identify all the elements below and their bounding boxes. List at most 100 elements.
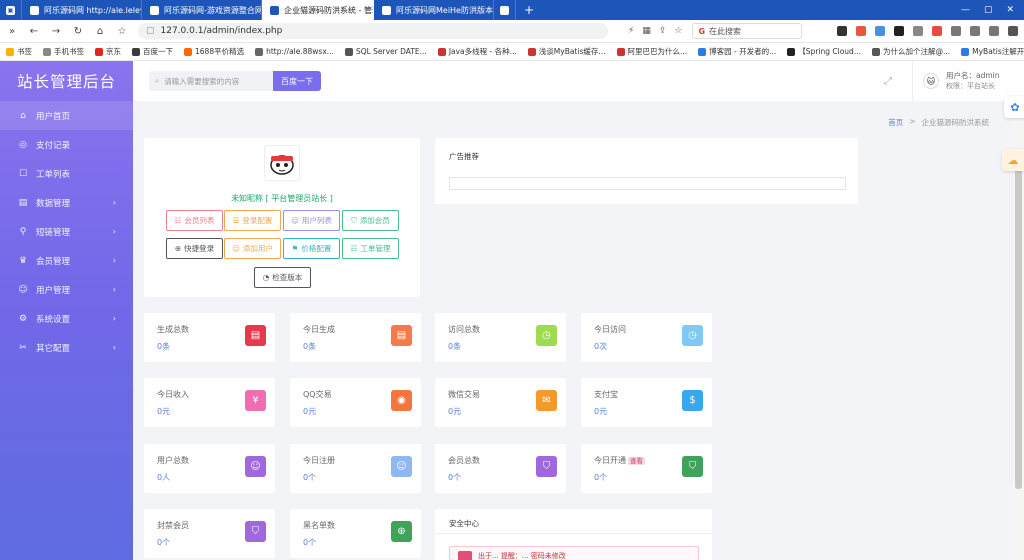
bookmark-item[interactable]: MyBatis注解开发...: [961, 46, 1024, 57]
bookmark-item[interactable]: 阿里巴巴为什么...: [616, 46, 687, 57]
bookmark-icon: [871, 47, 880, 56]
quick-button-6[interactable]: ⚑ 价格配置: [283, 238, 340, 259]
bookmark-item[interactable]: 为什么加个注解@...: [871, 46, 951, 57]
sidebar-item-3[interactable]: ▤ 数据管理 ›: [0, 188, 133, 217]
bookmark-star-icon[interactable]: ☆: [117, 25, 127, 37]
quick-button-8[interactable]: ◔ 检查版本: [254, 267, 311, 288]
stat-card: 会员总数 0个 ⛉: [435, 444, 566, 493]
sidebar-item-label: 用户管理: [36, 285, 71, 296]
sidebar-item-8[interactable]: ✂ 其它配置 ›: [0, 333, 133, 362]
bookmark-item[interactable]: 手机书签: [43, 46, 84, 57]
browser-tab-1[interactable]: 阿乐源码网-游戏资源整合网站,专...: [142, 0, 262, 20]
quick-button-5[interactable]: ☺ 添加用户: [224, 238, 281, 259]
sidebar-item-6[interactable]: ☺ 用户管理 ›: [0, 275, 133, 304]
safety-title: 安全中心: [449, 519, 479, 528]
bookmark-item[interactable]: http://ale.88wsx...: [255, 47, 334, 56]
extension-icon[interactable]: [913, 26, 923, 36]
download-icon[interactable]: [951, 26, 961, 36]
extension-icon[interactable]: [875, 26, 885, 36]
bookmark-item[interactable]: 京东: [95, 46, 121, 57]
qq-icon: ◉: [391, 390, 412, 411]
fullscreen-icon[interactable]: ⤢: [884, 75, 892, 87]
breadcrumb-home[interactable]: 首页: [888, 118, 904, 127]
stat-label: 用户总数: [157, 455, 189, 466]
sidebar-item-2[interactable]: ☐ 工单列表: [0, 159, 133, 188]
quick-button-0[interactable]: ☷ 会员列表: [166, 210, 223, 231]
bookmark-item[interactable]: 浅谈MyBatis缓存...: [527, 46, 606, 57]
stat-value: 0人: [157, 473, 171, 482]
extension-icon[interactable]: [894, 26, 904, 36]
lightning-icon[interactable]: ⚡: [628, 26, 635, 36]
history-icon[interactable]: [970, 26, 980, 36]
home-icon[interactable]: ⌂: [96, 25, 104, 37]
sidebar-item-4[interactable]: ⚲ 短链管理 ›: [0, 217, 133, 246]
sidebar-item-1[interactable]: ◎ 支付记录: [0, 130, 133, 159]
quick-button-2[interactable]: ☺ 用户列表: [283, 210, 340, 231]
extension-icon[interactable]: [856, 26, 866, 36]
share-icon[interactable]: ⇪: [658, 26, 667, 36]
sidebar-item-5[interactable]: ♛ 会员管理 ›: [0, 246, 133, 275]
profile-avatar: [264, 145, 300, 181]
bookmark-item[interactable]: 【Spring Cloud...: [787, 46, 861, 57]
stat-label: 今日访问: [594, 324, 626, 335]
cloud-icon[interactable]: ☁: [1002, 149, 1024, 171]
translate-icon[interactable]: ✿: [1004, 96, 1024, 118]
button-icon: ☷: [350, 244, 358, 253]
bookmark-label: 为什么加个注解@...: [882, 47, 951, 56]
forward-icon[interactable]: →: [51, 25, 61, 37]
quick-button-3[interactable]: ⛉ 添加会员: [342, 210, 399, 231]
menu-icon[interactable]: [1008, 26, 1018, 36]
user-menu[interactable]: 🐱 用户名：admin 权限：平台站长: [912, 61, 1023, 101]
extension-icon[interactable]: [932, 26, 942, 36]
bookmark-label: 百度一下: [143, 47, 173, 56]
extension-icon[interactable]: [837, 26, 847, 36]
browser-search-placeholder: 在此搜索: [709, 26, 742, 36]
search-button[interactable]: 百度一下: [273, 71, 321, 91]
button-label: 工单管理: [360, 244, 391, 253]
sidebar-toggle-icon[interactable]: »: [8, 25, 16, 37]
bookmark-item[interactable]: 1688平价精选: [184, 46, 244, 57]
stat-card: QQ交易 0元 ◉: [290, 378, 421, 427]
new-tab-button[interactable]: +: [524, 3, 535, 17]
stat-value: 0个: [303, 473, 317, 482]
minimize-icon[interactable]: —: [960, 5, 970, 15]
browser-tab-0[interactable]: 阿乐源码网 http://ale.leleyangye...: [22, 0, 142, 20]
maximize-icon[interactable]: ▢: [983, 5, 993, 15]
star-icon[interactable]: ☆: [674, 26, 683, 36]
cut-icon[interactable]: [989, 26, 999, 36]
vertical-scrollbar[interactable]: [1013, 101, 1024, 560]
quick-button-1[interactable]: ☰ 登录配置: [224, 210, 281, 231]
url-field[interactable]: ▢ 127.0.0.1/admin/index.php: [138, 23, 608, 39]
stat-value: 0元: [303, 407, 317, 416]
qr-icon[interactable]: ▦: [642, 26, 651, 36]
browser-menu-tab[interactable]: ▣: [0, 0, 22, 20]
view-link[interactable]: 查看: [628, 457, 645, 465]
stat-label: 今日注册: [303, 455, 335, 466]
yen-icon: ¥: [245, 390, 266, 411]
stat-label: 今日收入: [157, 389, 189, 400]
search-placeholder: 请输入需要搜索的内容: [164, 76, 240, 86]
browser-tab-4[interactable]: [494, 0, 516, 20]
quick-button-7[interactable]: ☷ 工单管理: [342, 238, 399, 259]
scrollbar-thumb[interactable]: [1015, 159, 1022, 489]
bookmark-item[interactable]: SQL Server DATE...: [344, 47, 427, 56]
bookmark-label: 京东: [106, 47, 121, 56]
search-input[interactable]: ⌕ 请输入需要搜索的内容: [149, 71, 273, 91]
close-window-icon[interactable]: ✕: [1006, 5, 1014, 15]
browser-tab-2[interactable]: 企业猫源码防洪系统 - 管理中心✕: [262, 0, 374, 20]
stat-card: 今日注册 0个 ☺: [290, 444, 421, 493]
reload-icon[interactable]: ↻: [73, 25, 83, 37]
quick-button-4[interactable]: ⊕ 快捷登录: [166, 238, 223, 259]
tab-label: 阿乐源码网MeiHe防洪版本系统: [396, 5, 493, 15]
sidebar-item-0[interactable]: ⌂ 用户首页: [0, 101, 133, 130]
bookmark-item[interactable]: 百度一下: [132, 46, 173, 57]
bookmark-item[interactable]: 书签: [6, 46, 32, 57]
browser-search-box[interactable]: G 在此搜索: [692, 23, 803, 39]
bookmark-item[interactable]: Java多线程 - 各种...: [437, 46, 517, 57]
breadcrumb: 首页 > 企业猫源码防洪系统: [888, 117, 989, 128]
sidebar-item-7[interactable]: ⚙ 系统设置 ›: [0, 304, 133, 333]
bookmark-item[interactable]: 博客园 - 开发者的...: [698, 46, 776, 57]
favicon: [500, 5, 509, 15]
browser-tab-3[interactable]: 阿乐源码网MeiHe防洪版本系统: [374, 0, 494, 20]
back-icon[interactable]: ←: [29, 25, 39, 37]
